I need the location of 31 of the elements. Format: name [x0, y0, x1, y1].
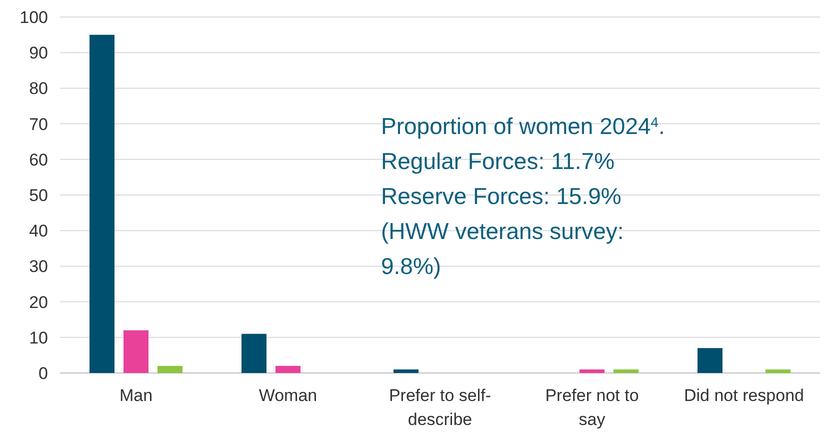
- y-tick-label: 80: [29, 79, 48, 98]
- bar: [242, 334, 266, 373]
- bar: [698, 348, 722, 373]
- x-tick-label: Man: [119, 386, 153, 405]
- bar: [276, 366, 300, 373]
- annotation: Proportion of women 2024$^{4}$.: [381, 113, 665, 139]
- bar: [158, 366, 182, 373]
- x-tick-label: Prefer not to say: [545, 386, 639, 429]
- y-tick-label: 30: [29, 257, 48, 276]
- bar: [766, 369, 790, 373]
- annotation: Regular Forces: 11.7%: [381, 148, 615, 174]
- y-tick-label: 10: [29, 328, 48, 348]
- y-tick-label: 70: [29, 114, 48, 134]
- x-tick-label: Woman: [258, 386, 318, 405]
- x-tick-label: Prefer to self-describe: [388, 386, 492, 429]
- bar: [614, 369, 638, 373]
- annotation: 9.8%): [381, 253, 442, 279]
- annotation: (HWW veterans survey:: [381, 218, 624, 244]
- bar: [90, 34, 114, 373]
- y-tick-label: 60: [29, 150, 48, 170]
- annotation: Reserve Forces: 15.9%: [381, 183, 622, 209]
- y-tick-label: 0: [38, 364, 48, 383]
- x-tick-label: Did not respond: [684, 386, 804, 405]
- bar: [394, 369, 418, 373]
- y-tick-label: 40: [29, 222, 48, 241]
- bar: [580, 369, 604, 373]
- y-tick-label: 20: [29, 292, 48, 312]
- y-tick-label: 90: [29, 44, 48, 63]
- bar: [124, 330, 148, 373]
- y-tick-label: 100: [20, 8, 48, 27]
- y-tick-label: 50: [29, 186, 48, 205]
